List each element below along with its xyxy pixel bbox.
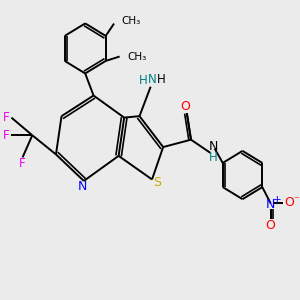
Text: N: N — [208, 140, 218, 153]
Text: CH₃: CH₃ — [121, 16, 140, 26]
Text: CH₃: CH₃ — [128, 52, 147, 61]
Text: H: H — [157, 73, 166, 86]
Text: F: F — [3, 129, 10, 142]
Text: O: O — [284, 196, 294, 209]
Text: H: H — [209, 151, 218, 164]
Text: N: N — [266, 198, 275, 211]
Text: S: S — [153, 176, 161, 190]
Text: F: F — [3, 111, 10, 124]
Text: H: H — [139, 74, 147, 87]
Text: N: N — [148, 73, 156, 86]
Text: +: + — [273, 195, 282, 205]
Text: N: N — [78, 180, 87, 193]
Text: O: O — [181, 100, 190, 113]
Text: F: F — [19, 157, 26, 170]
Text: ⁻: ⁻ — [294, 195, 299, 205]
Text: O: O — [266, 220, 276, 232]
